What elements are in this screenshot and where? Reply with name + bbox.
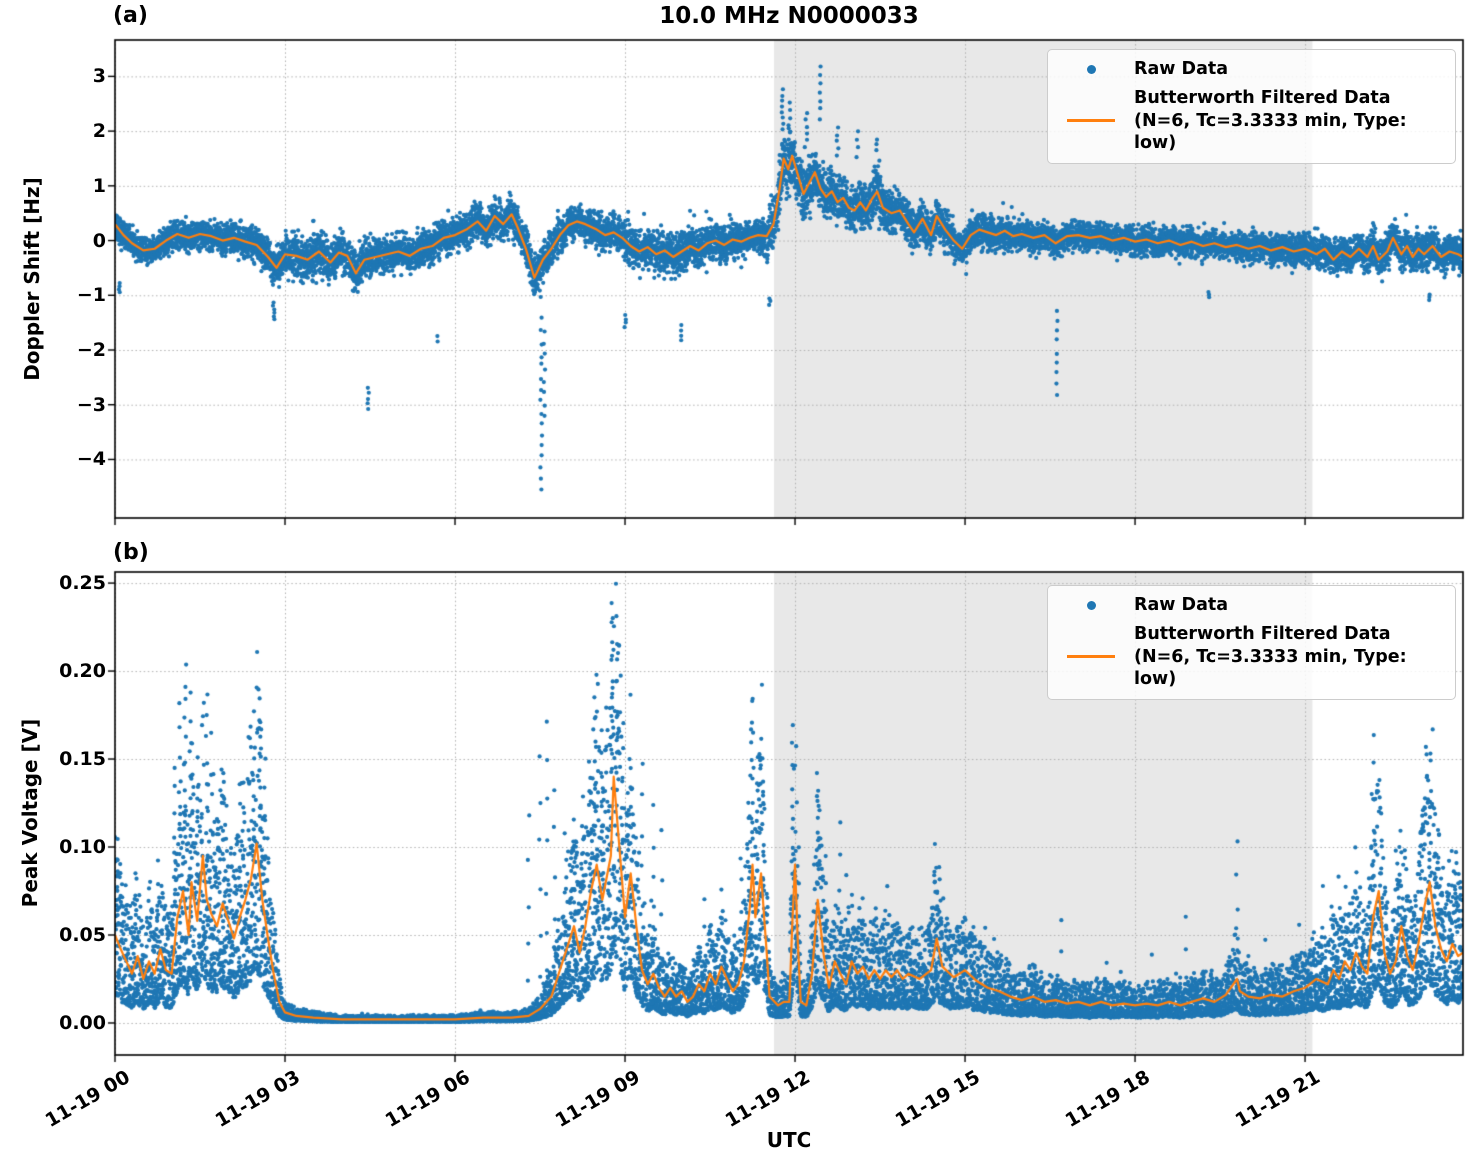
y-tick-label: −1 [76, 284, 106, 307]
y-tick-label: 0.10 [59, 836, 106, 859]
y-tick-label: −3 [76, 393, 106, 416]
panel-b-label: (b) [113, 540, 149, 565]
legend-entry-raw: Raw Data [1048, 594, 1449, 617]
filtered-line-icon [1048, 119, 1134, 123]
legend-entry-filtered: Butterworth Filtered Data (N=6, Tc=3.333… [1048, 623, 1449, 691]
panel-a-label: (a) [113, 3, 148, 28]
raw-data-dot-icon [1048, 64, 1134, 74]
legend-filtered-label: Butterworth Filtered Data (N=6, Tc=3.333… [1134, 87, 1407, 154]
legend-raw-label: Raw Data [1134, 595, 1229, 615]
legend-entry-raw: Raw Data [1048, 58, 1449, 81]
legend-panel-a: Raw Data Butterworth Filtered Data (N=6,… [1047, 49, 1456, 164]
y-tick-label: 3 [92, 65, 106, 88]
x-axis-label-utc: UTC [766, 1128, 812, 1152]
y-tick-label: 0.00 [59, 1011, 106, 1034]
y-tick-label: −2 [76, 339, 106, 361]
y-tick-label: 0.15 [59, 748, 106, 771]
y-tick-label: 0.05 [59, 923, 106, 946]
y-tick-label: −4 [76, 448, 106, 471]
legend-entry-filtered: Butterworth Filtered Data (N=6, Tc=3.333… [1048, 87, 1449, 155]
y-tick-label: 1 [92, 174, 106, 197]
chart-title: 10.0 MHz N0000033 [659, 3, 919, 29]
raw-data-dot-icon [1048, 600, 1134, 610]
y-tick-label: 0 [92, 229, 106, 252]
y-tick-label: 0.20 [59, 660, 106, 683]
filtered-line-icon [1048, 655, 1134, 659]
legend-filtered-label: Butterworth Filtered Data (N=6, Tc=3.333… [1134, 623, 1407, 690]
y-axis-label-voltage: Peak Voltage [V] [18, 718, 42, 908]
y-tick-label: 2 [92, 120, 106, 143]
legend-raw-label: Raw Data [1134, 59, 1229, 79]
y-tick-label: 0.25 [59, 572, 106, 595]
legend-panel-b: Raw Data Butterworth Filtered Data (N=6,… [1047, 585, 1456, 700]
